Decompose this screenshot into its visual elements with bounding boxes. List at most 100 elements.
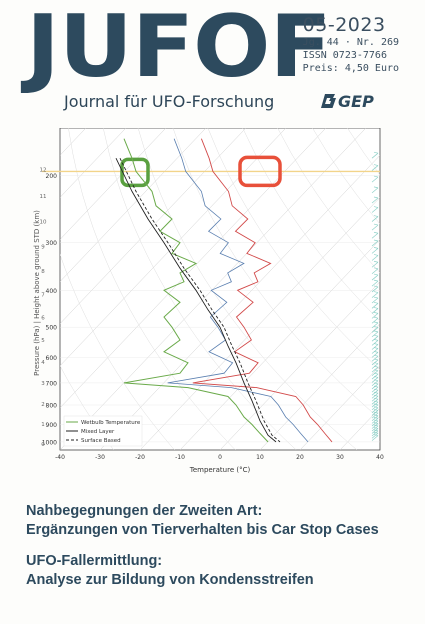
article-1-subtitle: Ergänzungen von Tierverhalten bis Car St… bbox=[26, 522, 379, 538]
height-tick-label: 6 bbox=[41, 316, 45, 322]
wind-barb bbox=[373, 358, 379, 361]
wind-barb bbox=[371, 240, 379, 247]
isotherm-line bbox=[60, 128, 327, 409]
issue-number: 05-2023 bbox=[302, 14, 386, 36]
wind-barb bbox=[373, 372, 379, 375]
wind-barb bbox=[373, 403, 379, 406]
wind-barb bbox=[371, 435, 379, 441]
wind-barb bbox=[371, 428, 379, 434]
wind-barb bbox=[373, 429, 379, 432]
dewpoint-line bbox=[167, 138, 309, 443]
wind-barb bbox=[373, 362, 379, 364]
wind-barb bbox=[371, 297, 379, 304]
isotherm-line bbox=[179, 239, 380, 450]
wind-barb bbox=[373, 394, 379, 397]
wind-barb bbox=[371, 404, 379, 411]
volume-number: Jg. 44 · Nr. 269 bbox=[302, 37, 399, 48]
wind-barb bbox=[371, 425, 379, 432]
wind-barb bbox=[373, 307, 379, 309]
height-tick-label: 11 bbox=[40, 194, 47, 200]
wind-barb bbox=[373, 397, 379, 400]
wind-barb bbox=[373, 343, 379, 345]
wind-barb bbox=[371, 317, 379, 324]
wind-barb bbox=[373, 239, 379, 242]
article-2: UFO-Fallermittlung: Analyse zur Bildung … bbox=[26, 552, 406, 590]
pressure-tick-label: 1000 bbox=[42, 439, 57, 446]
issue-info: 05-2023 Jg. 44 · Nr. 269 ISSN 0723-7766 … bbox=[303, 14, 399, 75]
wind-barb bbox=[371, 248, 379, 254]
wind-barb bbox=[371, 412, 379, 419]
isotherm-line bbox=[60, 128, 207, 282]
wind-barb bbox=[373, 330, 379, 333]
wind-barb bbox=[373, 206, 379, 208]
wind-barb bbox=[371, 308, 379, 314]
wind-barb bbox=[373, 427, 379, 429]
height-tick-label: 0 bbox=[41, 442, 45, 448]
pressure-tick-label: 700 bbox=[46, 380, 58, 387]
gep-logo-icon: GEP bbox=[321, 92, 374, 110]
pressure-tick-label: 500 bbox=[46, 325, 58, 332]
wind-barb bbox=[371, 303, 379, 309]
article-1: Nahbegegnungen der Zweiten Art: Ergänzun… bbox=[26, 502, 406, 540]
wind-barb bbox=[371, 423, 379, 429]
wind-barb bbox=[373, 385, 379, 388]
wind-barb bbox=[373, 267, 379, 270]
skew-t-chart: 200 300 400 500 600 700 800 900 1000 0 1 2 3 4 5 6 7 8 9 10… bbox=[30, 127, 385, 476]
isotherm-line bbox=[60, 128, 287, 367]
x-tick-label: 30 bbox=[336, 454, 344, 461]
price: Preis: 4,50 Euro bbox=[302, 63, 399, 74]
isotherm-line bbox=[60, 128, 247, 325]
isotherm-line bbox=[60, 128, 367, 450]
wind-barb bbox=[373, 334, 379, 337]
isotherm-line bbox=[139, 197, 380, 450]
wind-barb bbox=[371, 274, 379, 281]
wind-barb bbox=[373, 296, 379, 299]
height-tick-label: 10 bbox=[40, 220, 47, 226]
wind-barb bbox=[371, 331, 379, 338]
wind-barb bbox=[373, 247, 379, 249]
legend-entry: Mixed Layer bbox=[81, 429, 115, 435]
wind-barb bbox=[373, 301, 379, 304]
journal-title: JUFOF bbox=[26, 0, 332, 97]
wind-barb bbox=[371, 224, 379, 231]
article-2-title: UFO-Fallermittlung: bbox=[26, 553, 163, 569]
isotherm-line bbox=[60, 128, 127, 198]
wind-barb bbox=[371, 418, 379, 424]
height-tick-label: 7 bbox=[41, 293, 45, 299]
height-tick-label: 2 bbox=[41, 402, 45, 408]
wetbulb-line bbox=[123, 138, 269, 443]
isotherm-line bbox=[60, 128, 167, 240]
height-tick-label: 9 bbox=[41, 245, 45, 251]
wind-barb bbox=[371, 152, 379, 159]
green-highlight-circle bbox=[120, 157, 150, 188]
x-tick-label: -20 bbox=[135, 454, 145, 461]
article-1-title: Nahbegegnungen der Zweiten Art: bbox=[26, 503, 263, 519]
wind-barb bbox=[373, 151, 379, 154]
wind-barb bbox=[373, 391, 379, 394]
wind-barb bbox=[373, 365, 379, 368]
wind-barb bbox=[373, 326, 379, 328]
height-tick-label: 12 bbox=[40, 167, 47, 173]
legend-entry: Wetbulb Temperature bbox=[81, 420, 141, 426]
wind-barb bbox=[373, 422, 379, 424]
pressure-tick-label: 300 bbox=[46, 240, 58, 247]
height-tick-label: 8 bbox=[41, 269, 45, 275]
y-axis-label: Pressure (hPa) | Height above ground STD… bbox=[33, 210, 41, 376]
wind-barb bbox=[371, 335, 379, 342]
x-tick-label: 20 bbox=[296, 454, 304, 461]
wind-barb bbox=[371, 176, 379, 183]
wind-barb bbox=[373, 376, 379, 378]
wind-barb bbox=[373, 419, 379, 422]
wind-barb bbox=[373, 196, 379, 199]
height-tick-label: 5 bbox=[41, 338, 45, 344]
wind-barb bbox=[373, 231, 379, 234]
isotherm-line bbox=[299, 365, 380, 450]
wind-barb bbox=[371, 187, 379, 194]
gep-logo-text: GEP bbox=[338, 92, 374, 110]
wind-barb bbox=[373, 347, 379, 349]
x-tick-label: 40 bbox=[376, 454, 384, 461]
wind-barb bbox=[373, 279, 379, 282]
wind-barb bbox=[373, 424, 379, 427]
wind-barb bbox=[373, 260, 379, 263]
red-highlight-circle bbox=[238, 155, 282, 188]
